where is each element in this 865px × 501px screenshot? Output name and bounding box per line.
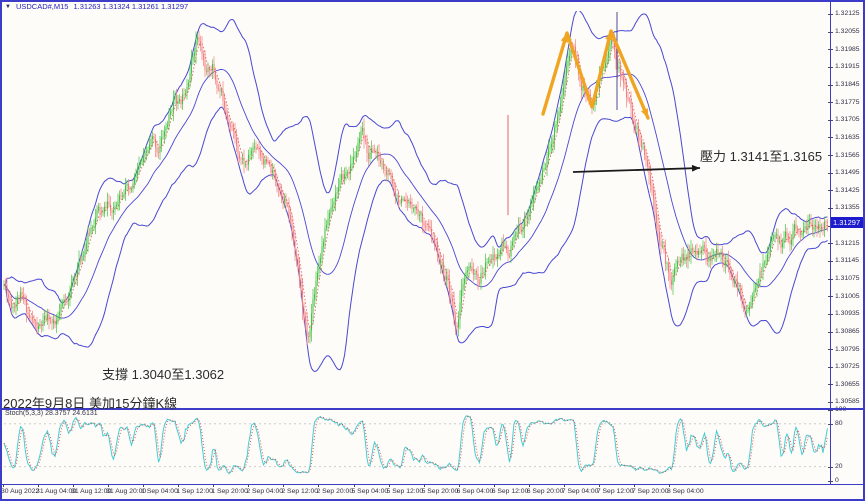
- price-axis-label: 1.31075: [835, 275, 860, 282]
- main-chart-area[interactable]: [2, 11, 830, 407]
- time-axis-label: 5 Sep 04:00: [351, 488, 389, 495]
- time-axis-label: 5 Sep 12:00: [386, 488, 424, 495]
- price-axis-label: 1.30725: [835, 363, 860, 371]
- time-axis-label: 2 Sep 04:00: [246, 488, 284, 495]
- time-axis-label: 7 Sep 12:00: [596, 488, 634, 495]
- time-axis-label: 1 Sep 20:00: [211, 488, 248, 495]
- symbol-timeframe-title: USDCAD#,M15: [15, 2, 69, 11]
- price-axis-label: 1.31425: [835, 186, 860, 194]
- price-axis-label: 1.31635: [835, 133, 860, 141]
- price-axis-label: 1.30795: [835, 345, 860, 353]
- price-axis-label: 1.31985: [835, 45, 860, 53]
- time-axis-label: 2 Sep 12:00: [281, 488, 319, 495]
- time-axis-label: 6 Sep 04:00: [456, 488, 494, 495]
- window-border-left: [0, 0, 2, 501]
- price-axis-label: 1.31705: [835, 116, 860, 124]
- current-price-tag: 1.31297: [831, 217, 864, 229]
- candlestick-canvas: [3, 11, 829, 373]
- price-axis-separator: [830, 2, 831, 484]
- chart-title-bar: ▼ USDCAD#,M15 1.31263 1.31324 1.31261 1.…: [5, 2, 188, 11]
- price-axis-label: 1.31495: [835, 169, 860, 177]
- time-axis-separator: [2, 484, 863, 485]
- price-axis-label: 1.31145: [835, 257, 860, 265]
- time-axis-label: 1 Sep 04:00: [141, 488, 178, 495]
- time-axis-label: 31 Aug 04:00: [36, 488, 77, 495]
- time-axis-label: 7 Sep 04:00: [561, 488, 599, 495]
- price-axis-label: 1.32125: [835, 10, 860, 18]
- price-axis-label: 1.30865: [835, 327, 860, 335]
- price-axis-label: 1.31215: [835, 239, 860, 247]
- price-axis-label: 1.30655: [835, 380, 860, 388]
- stochastic-pane[interactable]: [2, 408, 830, 484]
- time-axis-label: 6 Sep 20:00: [526, 488, 564, 495]
- price-axis-label: 1.31775: [835, 98, 860, 106]
- stochastic-scale-label: 20: [835, 463, 843, 471]
- price-axis-label: 1.31845: [835, 80, 860, 88]
- price-axis-label: 1.31915: [835, 63, 860, 71]
- time-axis-label: 31 Aug 12:00: [71, 488, 112, 495]
- time-axis-label: 8 Sep 04:00: [666, 488, 704, 495]
- ohlc-values: 1.31263 1.31324 1.31261 1.31297: [73, 2, 189, 11]
- window-border-top: [0, 0, 865, 2]
- price-axis-label: 1.30585: [835, 398, 860, 406]
- time-axis-label: 30 Aug 2022: [1, 488, 40, 495]
- time-axis-label: 1 Sep 12:00: [176, 488, 213, 495]
- stochastic-scale-label: 80: [835, 420, 843, 428]
- collapse-chart-icon[interactable]: ▼: [5, 3, 11, 10]
- support-annotation[interactable]: 支撐 1.3040至1.3062: [102, 367, 225, 382]
- price-axis-label: 1.31565: [835, 151, 860, 159]
- indicator-pane-separator: [2, 408, 863, 410]
- stochastic-indicator-label: Stoch(5,3,3) 28.3757 24.6131: [5, 410, 98, 417]
- stochastic-canvas: [3, 415, 828, 475]
- time-axis-label: 6 Sep 12:00: [491, 488, 529, 495]
- time-axis-label: 5 Sep 20:00: [421, 488, 459, 495]
- time-axis-label: 31 Aug 20:00: [106, 488, 147, 495]
- price-axis-label: 1.31005: [835, 292, 860, 300]
- price-axis-label: 1.30935: [835, 310, 860, 318]
- window-border-bottom: [0, 499, 865, 501]
- price-axis-label: 1.32055: [835, 28, 860, 36]
- price-axis-label: 1.31355: [835, 204, 860, 212]
- time-axis-label: 7 Sep 20:00: [631, 488, 669, 495]
- resistance-annotation[interactable]: 壓力 1.3141至1.3165: [700, 149, 823, 164]
- chart-caption-text[interactable]: 2022年9月8日 美加15分鐘K線: [3, 396, 178, 411]
- window-border-right: [863, 0, 865, 501]
- time-axis-label: 2 Sep 20:00: [316, 488, 354, 495]
